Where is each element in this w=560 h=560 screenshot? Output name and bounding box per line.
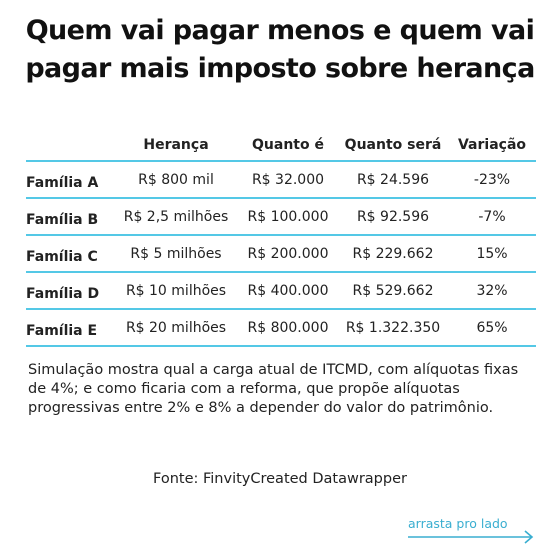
title-line-1: Quem vai pagar menos e quem vai — [25, 15, 535, 46]
header-variacao: Variação — [457, 137, 527, 153]
cell-quanto-sera: R$ 529.662 — [352, 282, 434, 299]
cell-quanto-e: R$ 32.000 — [251, 171, 325, 188]
table-row: Família B R$ 2,5 milhões R$ 100.000 R$ 9… — [26, 199, 536, 236]
swipe-hint-label: arrasta pro lado — [408, 516, 508, 531]
cell-variacao: 65% — [476, 319, 508, 336]
source-credit: Fonte: FinvityCreated Datawrapper — [153, 471, 407, 487]
cell-quanto-sera: R$ 24.596 — [356, 171, 430, 188]
table-row: Família A R$ 800 mil R$ 32.000 R$ 24.596… — [26, 162, 536, 199]
cell-heranca: R$ 20 milhões — [125, 319, 227, 336]
header-quanto-e: Quanto é — [252, 137, 324, 153]
header-quanto-sera: Quanto será — [344, 137, 442, 153]
page-title: Quem vai pagar menos e quem vai pagar ma… — [0, 12, 560, 88]
swipe-hint[interactable]: arrasta pro lado — [408, 516, 538, 546]
cell-variacao: -23% — [473, 171, 511, 188]
cell-heranca: R$ 5 milhões — [130, 245, 222, 262]
note-line-1: Simulação mostra qual a carga atual de I… — [28, 362, 519, 378]
row-label: Família E — [26, 322, 98, 339]
cell-quanto-e: R$ 400.000 — [247, 282, 329, 299]
cell-quanto-sera: R$ 1.322.350 — [345, 319, 441, 336]
cell-variacao: -7% — [478, 208, 506, 225]
note-line-2: de 4%; e como ficaria com a reforma, que… — [28, 381, 460, 397]
row-label: Família D — [26, 285, 100, 302]
cell-heranca: R$ 800 mil — [138, 171, 214, 188]
cell-quanto-sera: R$ 229.662 — [352, 245, 434, 262]
row-label: Família A — [26, 174, 99, 191]
table-row: Família C R$ 5 milhões R$ 200.000 R$ 229… — [26, 236, 536, 273]
title-line-2: pagar mais imposto sobre herança — [25, 53, 535, 84]
cell-quanto-sera: R$ 92.596 — [356, 208, 430, 225]
cell-quanto-e: R$ 800.000 — [247, 319, 329, 336]
arrow-right-icon — [408, 530, 534, 544]
cell-heranca: R$ 10 milhões — [125, 282, 227, 299]
row-label: Família C — [26, 248, 98, 265]
simulation-note: Simulação mostra qual a carga atual de I… — [28, 361, 538, 418]
cell-heranca: R$ 2,5 milhões — [123, 208, 229, 225]
row-label: Família B — [26, 211, 99, 228]
header-heranca: Herança — [143, 137, 209, 153]
cell-variacao: 32% — [476, 282, 508, 299]
table-row: Família D R$ 10 milhões R$ 400.000 R$ 52… — [26, 273, 536, 310]
cell-variacao: 15% — [476, 245, 508, 262]
table-header: Herança Quanto é Quanto será Variação — [26, 130, 536, 162]
inheritance-tax-table: Herança Quanto é Quanto será Variação Fa… — [26, 130, 536, 347]
cell-quanto-e: R$ 100.000 — [247, 208, 329, 225]
note-line-3: progressivas entre 2% e 8% a depender do… — [28, 400, 494, 416]
cell-quanto-e: R$ 200.000 — [247, 245, 329, 262]
table-row: Família E R$ 20 milhões R$ 800.000 R$ 1.… — [26, 310, 536, 347]
